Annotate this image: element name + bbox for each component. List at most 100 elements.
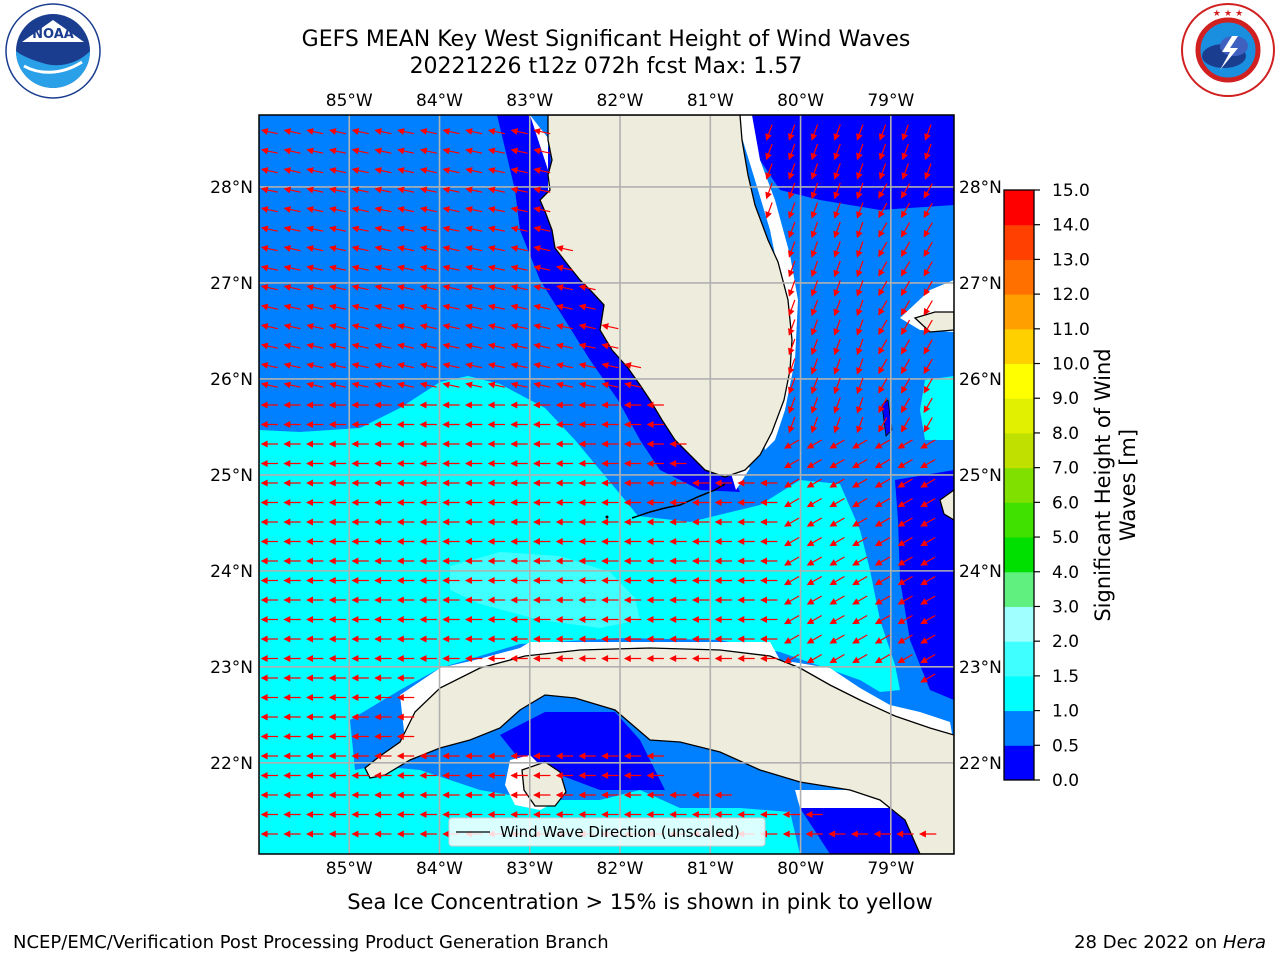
wave-arrow-head [691, 811, 699, 818]
wave-arrow-head [465, 128, 473, 135]
wave-arrow-head [646, 752, 654, 760]
wave-arrow-head [533, 264, 541, 272]
wave-arrow-head [878, 346, 885, 355]
wave-arrow-head [923, 307, 931, 316]
wave-arrow-head [487, 206, 496, 213]
colorbar-tick-label: 10.0 [1052, 355, 1090, 375]
wave-arrow-head [374, 811, 382, 818]
wave-arrow-head [464, 616, 472, 623]
colorbar-tick-label: 4.0 [1052, 563, 1079, 583]
wave-arrow-head [306, 284, 314, 291]
wave-arrow-head [419, 128, 428, 135]
colorbar-tick-label: 1.5 [1052, 667, 1079, 687]
wave-arrow-head [810, 172, 818, 180]
wave-arrow-head [397, 245, 405, 252]
wave-arrow-head [419, 538, 427, 545]
colorbar-tick-label: 12.0 [1052, 285, 1090, 305]
wave-arrow-head [374, 245, 382, 252]
wave-arrow-head [601, 752, 609, 760]
wave-arrow-head [328, 303, 337, 311]
wave-arrow-head [897, 656, 906, 664]
wave-arrow-head [351, 538, 359, 545]
wave-arrow-head [737, 811, 745, 818]
wave-arrow-head [555, 264, 564, 272]
wave-arrow-head [856, 250, 863, 258]
wave-arrow-head [555, 596, 563, 604]
lon-label: 83°W [506, 859, 553, 879]
wave-arrow-head [833, 172, 840, 180]
wave-arrow-head [623, 401, 631, 409]
wave-arrow-head [397, 303, 405, 311]
wave-arrow-head [328, 460, 336, 467]
wave-arrow-head [397, 264, 405, 272]
map-grid [259, 115, 954, 854]
wave-arrow-head [760, 596, 768, 604]
wave-arrow-head [396, 674, 404, 682]
wave-arrow-head [765, 211, 772, 219]
wave-arrow-head [788, 230, 795, 239]
wave-arrow-head [578, 303, 587, 311]
wave-arrow-head [920, 578, 928, 586]
lon-label: 85°W [326, 91, 373, 111]
lon-label: 84°W [416, 859, 463, 879]
wave-arrow-head [923, 327, 931, 336]
wave-arrow-head [442, 186, 450, 194]
wave-arrow-head [691, 499, 699, 506]
wave-arrow-head [306, 616, 313, 623]
wave-arrow-head [669, 577, 677, 584]
wave-arrow-head [510, 518, 518, 526]
colorbar-tick-label: 8.0 [1052, 424, 1079, 444]
wave-arrow-head [806, 461, 815, 469]
wave-arrow-head [487, 655, 495, 662]
wave-arrow-head [601, 557, 609, 565]
wave-arrow-head [260, 830, 268, 838]
wave-arrow-head [374, 381, 382, 389]
wave-arrow-head [856, 386, 863, 395]
wave-arrow-head [487, 245, 496, 252]
wave-arrow-head [510, 303, 519, 311]
wave-arrow-head [646, 577, 654, 584]
wave-arrow-head [760, 635, 768, 643]
wave-arrow-head [464, 421, 472, 428]
wave-arrow-head [510, 147, 519, 155]
legend-label: Wind Wave Direction (unscaled) [500, 823, 740, 841]
wave-arrow-head [852, 442, 860, 449]
wave-arrow-head [396, 538, 404, 545]
wave-arrow-head [396, 752, 404, 760]
wave-arrow-head [878, 307, 885, 316]
wave-arrow-head [833, 211, 840, 219]
wave-arrow-head [351, 499, 359, 506]
wave-arrow-head [669, 616, 677, 623]
wave-arrow-head [306, 577, 313, 584]
wave-arrow-head [555, 577, 563, 584]
wave-arrow-head [442, 323, 450, 330]
wave-arrow-head [601, 596, 609, 604]
wave-arrow-head [487, 596, 495, 604]
wave-arrow-head [465, 225, 473, 233]
wave-arrow-head [555, 323, 564, 330]
wave-arrow-head [810, 386, 818, 395]
wave-arrow-head [691, 791, 699, 799]
wave-arrow-head [396, 811, 404, 818]
wave-arrow-head [328, 596, 336, 604]
wave-arrow-head [419, 401, 427, 409]
colorbar-frame [1003, 189, 1035, 781]
lat-label: 28°N [959, 178, 1002, 198]
wave-arrow-head [396, 830, 404, 838]
wave-arrow-head [578, 772, 586, 779]
wave-arrow-head [878, 133, 886, 141]
wave-arrow-head [623, 655, 631, 662]
wave-arrow-head [351, 362, 360, 369]
wave-arrow-head [442, 362, 450, 369]
wave-arrow-head [487, 284, 496, 291]
wave-arrow-head [923, 385, 931, 394]
wave-arrow-head [533, 518, 541, 526]
wave-arrow-head [806, 559, 815, 566]
wave-arrow-head [878, 190, 885, 199]
wave-arrow-head [465, 264, 473, 272]
wave-arrow-head [737, 518, 745, 526]
wave-arrow-head [920, 461, 928, 469]
wave-arrow-head [442, 225, 450, 233]
colorbar-segment [1004, 571, 1034, 607]
wave-arrow-head [810, 250, 818, 258]
